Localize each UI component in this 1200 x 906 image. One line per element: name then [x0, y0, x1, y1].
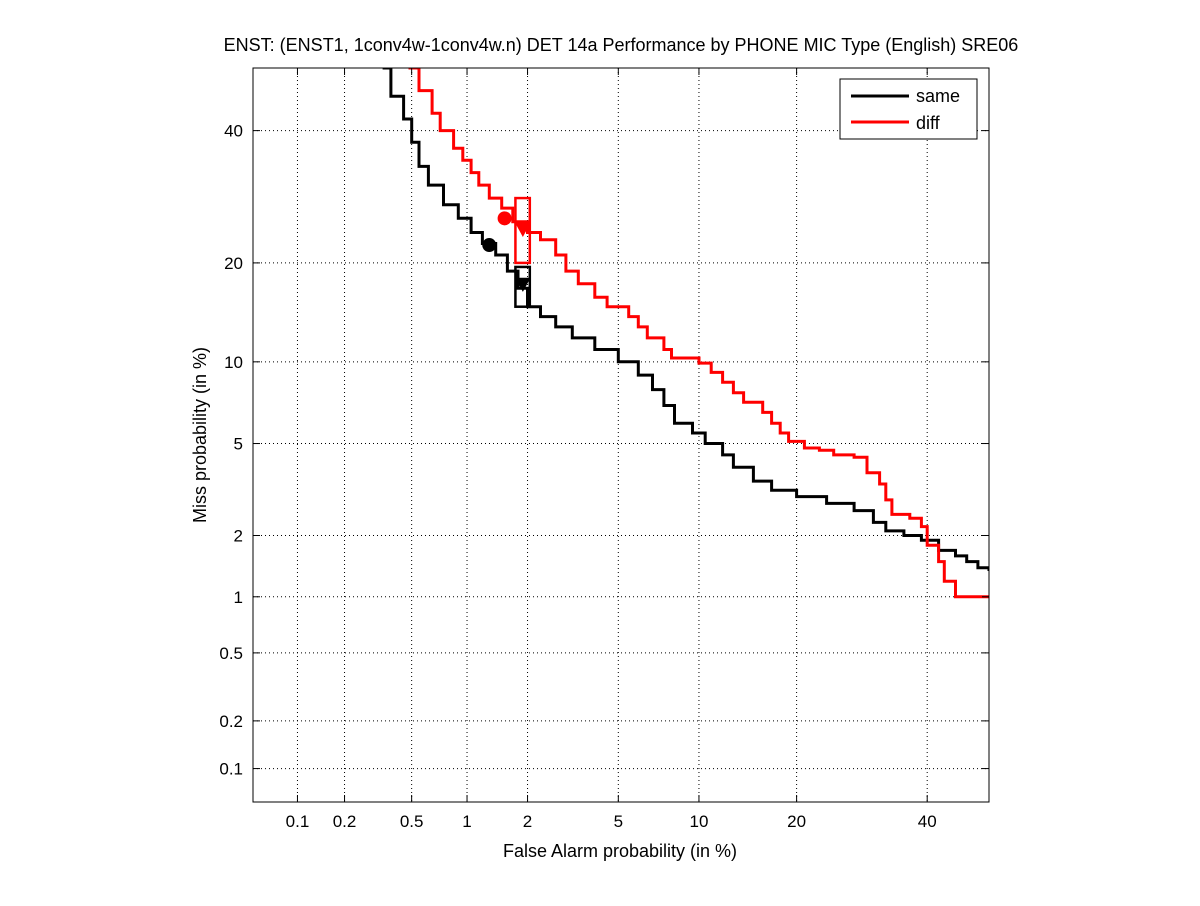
y-tick-label: 2 [234, 526, 243, 545]
y-tick-label: 5 [234, 435, 243, 454]
x-tick-label: 20 [787, 812, 806, 831]
markers [482, 196, 532, 308]
y-tick-label: 0.5 [219, 644, 243, 663]
x-tick-label: 5 [614, 812, 623, 831]
series-lines [382, 68, 989, 599]
series-line-same [382, 68, 989, 571]
x-tick-label: 2 [523, 812, 532, 831]
x-tick-label: 1 [462, 812, 471, 831]
series-line-diff [408, 68, 989, 599]
legend-label-diff: diff [916, 113, 941, 133]
x-tick-label: 0.2 [333, 812, 357, 831]
act-dcf-point-diff [515, 222, 531, 237]
x-axis-label: False Alarm probability (in %) [503, 841, 737, 861]
legend-box [839, 78, 978, 140]
y-tick-label: 40 [224, 122, 243, 141]
plot-frame [252, 67, 990, 803]
y-tick-label: 10 [224, 353, 243, 372]
y-axis-label: Miss probability (in %) [190, 347, 210, 523]
act-dcf-point-same [515, 277, 531, 292]
x-tick-label: 0.1 [286, 812, 310, 831]
x-axis-ticks: 0.1 0.2 0.5 1 2 5 10 20 40 [286, 68, 937, 831]
y-tick-label: 0.1 [219, 760, 243, 779]
chart-title: ENST: (ENST1, 1conv4w-1conv4w.n) DET 14a… [224, 35, 1019, 55]
x-tick-label: 40 [918, 812, 937, 831]
min-dcf-point-same [482, 238, 497, 253]
legend: same diff [839, 78, 978, 140]
x-tick-label: 0.5 [400, 812, 424, 831]
min-dcf-point-diff [497, 211, 512, 226]
conf-box-diff [514, 196, 532, 265]
y-tick-label: 1 [234, 588, 243, 607]
legend-label-same: same [916, 86, 960, 106]
y-tick-label: 0.2 [219, 712, 243, 731]
x-tick-label: 10 [689, 812, 708, 831]
y-axis-ticks: 0.1 0.2 0.5 1 2 5 10 20 40 [219, 122, 989, 779]
conf-box-same [514, 265, 532, 308]
y-tick-label: 20 [224, 254, 243, 273]
